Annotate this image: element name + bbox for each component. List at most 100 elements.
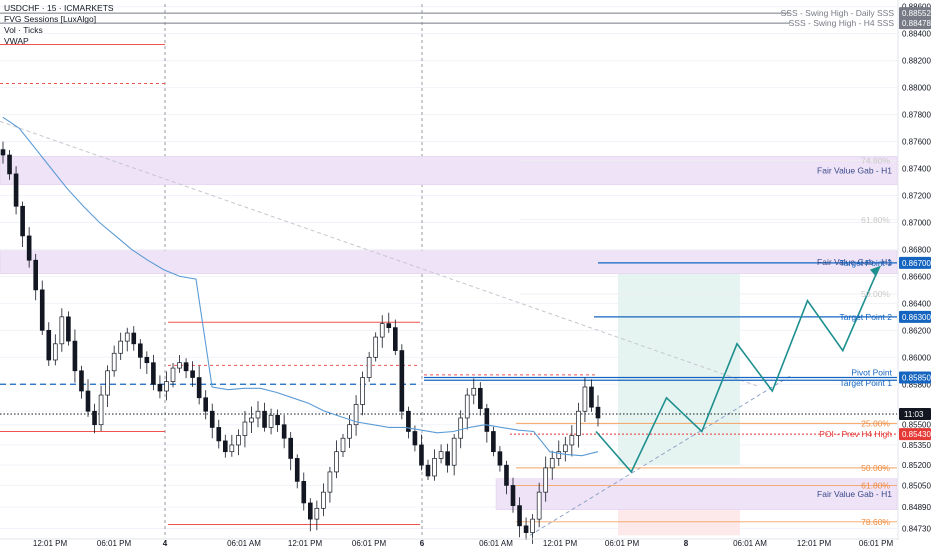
price-axis[interactable]: 0.886000.884000.882000.880000.878000.876… [897,0,932,550]
candle [471,378,477,405]
candle [79,365,84,399]
candle [281,415,287,449]
price-tick-label: 0.87000 [902,218,931,227]
candle [7,150,12,180]
price-tick-label: 0.88400 [902,30,931,39]
candle [33,253,39,301]
price-tick-label: 0.85050 [902,481,931,490]
candle [412,425,418,452]
candle-body [445,451,450,466]
candle-body [46,329,52,361]
price-tick-label: 0.87800 [902,111,931,120]
candle-body [438,451,444,459]
candle [327,466,333,503]
price-marker [899,310,931,323]
candle [307,498,313,532]
time-tick-label: 12:01 PM [288,539,323,548]
candle-body [13,173,19,207]
candle [399,344,405,420]
candle [477,382,483,416]
fib-level-label: 50.00% [861,463,890,473]
candle [137,339,143,369]
candle-body [170,367,176,382]
overlays [2,116,881,474]
candle [105,365,110,408]
price-marker-label: 0.86700 [902,259,931,268]
candle [111,345,117,377]
candle-body [72,340,78,372]
candle-body [92,410,97,426]
countdown-marker [899,407,931,420]
vwap-line [2,116,599,457]
trendline-descending [0,120,761,388]
candle-body [33,259,39,291]
indicator-vwap[interactable]: VWAP [4,36,29,46]
fvg-zone [0,250,898,274]
price-tick-label: 0.85500 [902,421,931,430]
candle [294,454,300,489]
candle-body [334,451,339,473]
candle [249,406,254,434]
target-label: Target Point 1 [840,378,893,388]
candle-body [458,417,464,439]
candle-body [569,435,575,446]
candle [425,459,431,481]
candle [497,446,503,472]
candle-body [582,386,588,412]
candle-body [268,414,274,428]
price-marker [899,428,931,441]
candle [589,379,594,412]
projection-path [595,269,879,474]
candle [484,403,490,443]
price-tick-label: 0.84730 [902,525,931,534]
candle [157,375,163,399]
candle [464,388,470,430]
take-profit-zone [618,262,740,466]
candle-body [327,471,333,493]
time-tick-label: 12:01 PM [543,539,578,548]
swing-high-label: SSS - Swing High - H4 SSS [789,18,895,28]
price-tick-label: 0.85800 [902,380,931,389]
fvg-label: Fair Value Gab - H1 [817,166,892,176]
price-tick-label: 0.86200 [902,326,931,335]
candle-body [229,444,235,453]
candle [438,444,444,464]
candle-body [177,362,182,369]
candle [164,371,169,401]
price-tick-label: 0.87600 [902,138,931,147]
time-tick-label: 06:01 AM [479,539,513,548]
candle [203,390,209,420]
time-tick-label: 06:01 PM [97,539,132,548]
candle-body [373,336,379,358]
time-axis[interactable]: 12:01 PM 06:01 PM 4 06:01 AM 12:01 PM 06:01 P… [0,538,898,548]
target-label: Target Point 2 [840,312,893,322]
candle [236,429,241,456]
indicator-fvg[interactable]: FVG Sessions [LuxAlgo] [4,14,97,24]
candle-body [321,491,326,509]
candle [595,395,601,427]
candle-body [59,316,65,345]
candle [406,406,411,439]
price-tick-label: 0.84890 [902,503,931,512]
candle-body [275,414,280,426]
candle [386,312,392,333]
candle-body [451,437,457,466]
candle-body [137,343,143,358]
symbol-title[interactable]: USDCHF · 15 · ICMARKETS [4,3,114,13]
candle [118,332,124,360]
candle [39,280,45,335]
candle-body [386,323,392,328]
candles[interactable] [0,141,601,544]
candle [131,326,137,351]
candle [491,426,496,457]
candle [314,500,320,531]
candle [562,436,568,462]
price-tick-label: 0.88200 [902,57,931,66]
indicator-volume[interactable]: Vol · Ticks [4,25,43,35]
candle [451,434,457,476]
candle-body [517,505,522,527]
time-tick-label: 12:01 PM [33,539,68,548]
candle-body [595,406,601,419]
